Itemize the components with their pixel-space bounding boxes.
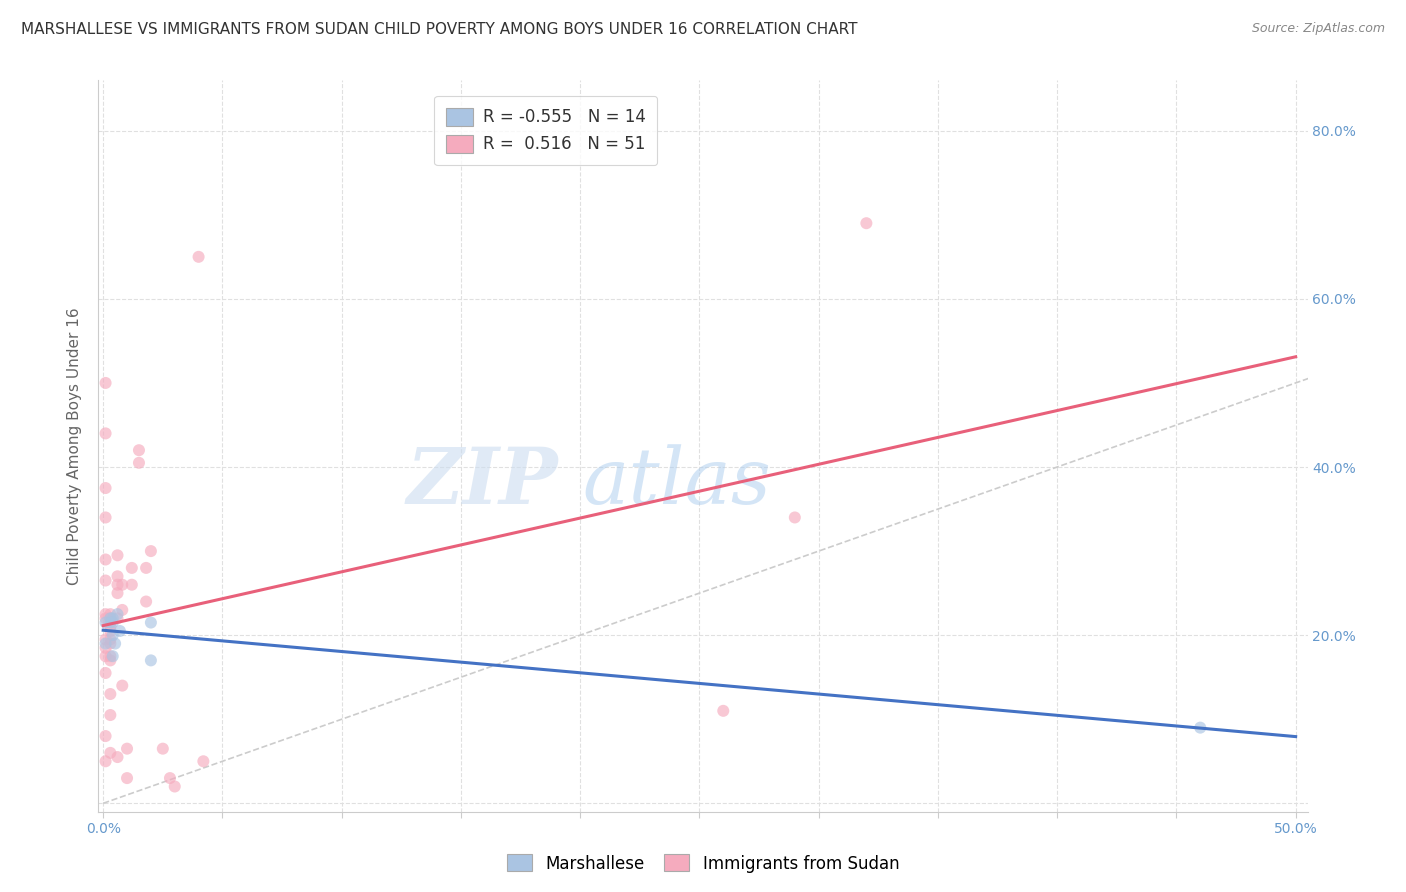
Point [111,603,134,617]
Point [94,611,117,625]
Point [107,549,129,563]
Point [98,615,121,630]
Point [98,632,121,647]
Text: MARSHALLESE VS IMMIGRANTS FROM SUDAN CHILD POVERTY AMONG BOYS UNDER 16 CORRELATI: MARSHALLESE VS IMMIGRANTS FROM SUDAN CHI… [21,22,858,37]
Point [115,771,138,785]
Point [98,611,121,625]
Point [94,510,117,524]
Point [94,574,117,588]
Point [128,443,150,458]
Point [94,649,117,664]
Point [101,615,124,630]
Point [187,250,209,264]
Point [711,704,734,718]
Point [94,636,117,650]
Point [98,620,121,634]
Point [121,578,143,592]
Point [107,586,129,600]
Point [163,780,186,794]
Point [94,426,117,441]
Point [107,611,129,625]
Legend: Marshallese, Immigrants from Sudan: Marshallese, Immigrants from Sudan [501,847,905,880]
Text: Source: ZipAtlas.com: Source: ZipAtlas.com [1251,22,1385,36]
Point [135,594,157,608]
Point [98,708,121,723]
Point [98,624,121,638]
Point [139,615,162,630]
Point [98,611,121,625]
Point [121,561,143,575]
Point [101,628,124,642]
Text: ZIP: ZIP [406,444,558,521]
Point [104,636,127,650]
Point [107,569,129,583]
Point [98,636,121,650]
Point [159,771,181,785]
Point [1189,721,1212,735]
Point [94,607,117,622]
Point [98,653,121,667]
Point [107,578,129,592]
Point [94,632,117,647]
Point [107,750,129,764]
Point [135,561,157,575]
Point [107,607,129,622]
Point [115,741,138,756]
Point [94,640,117,655]
Y-axis label: Child Poverty Among Boys Under 16: Child Poverty Among Boys Under 16 [67,307,83,585]
Point [152,741,174,756]
Text: atlas: atlas [582,444,770,521]
Point [94,729,117,743]
Point [98,607,121,622]
Legend: R = -0.555   N = 14, R =  0.516   N = 51: R = -0.555 N = 14, R = 0.516 N = 51 [434,96,657,165]
Point [98,746,121,760]
Point [128,456,150,470]
Point [94,481,117,495]
Point [139,653,162,667]
Point [94,665,117,680]
Point [101,611,124,625]
Point [139,544,162,558]
Point [101,649,124,664]
Point [98,649,121,664]
Point [98,687,121,701]
Point [94,754,117,768]
Point [111,679,134,693]
Point [94,376,117,390]
Point [108,624,131,638]
Point [111,578,134,592]
Point [193,754,215,768]
Point [94,615,117,630]
Point [783,510,806,524]
Point [855,216,877,230]
Point [94,552,117,566]
